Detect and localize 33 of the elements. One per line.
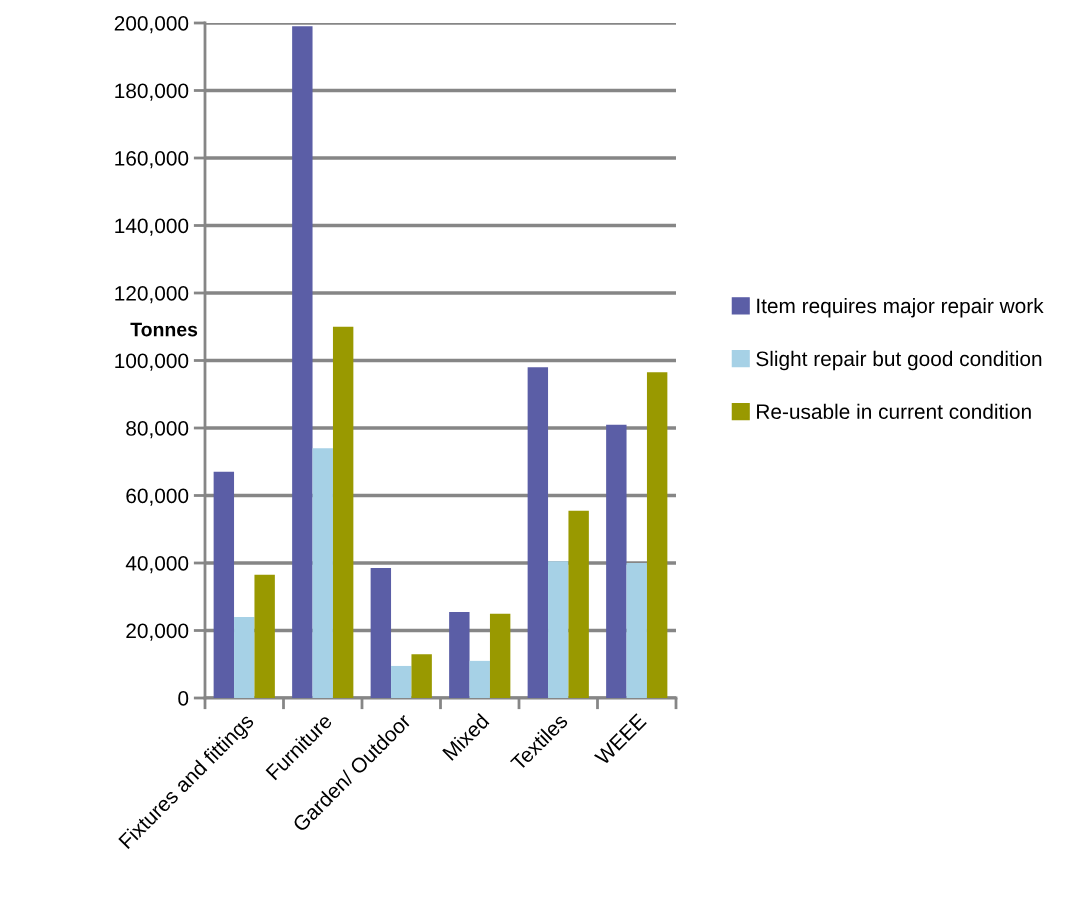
bar bbox=[411, 654, 432, 698]
legend-label: Slight repair but good condition bbox=[756, 350, 1042, 371]
y-tick-label: 160,000 bbox=[115, 151, 189, 169]
bar bbox=[548, 561, 569, 698]
bar bbox=[646, 372, 668, 698]
y-axis-title: Tonnes bbox=[130, 322, 198, 337]
y-tick-label: 120,000 bbox=[115, 286, 189, 304]
bar bbox=[626, 563, 647, 698]
y-tick-label: 180,000 bbox=[115, 83, 189, 101]
legend-label: Item requires major repair work bbox=[757, 297, 1044, 318]
bar bbox=[213, 471, 235, 698]
bar bbox=[606, 424, 627, 698]
bar bbox=[391, 665, 412, 698]
bar bbox=[292, 26, 313, 698]
y-tick-label: 200,000 bbox=[114, 16, 189, 34]
y-tick-label: 100,000 bbox=[115, 353, 189, 371]
y-tick-label: 40,000 bbox=[125, 556, 189, 574]
bar bbox=[332, 326, 354, 698]
y-tick-label: 80,000 bbox=[126, 421, 189, 439]
bar bbox=[254, 574, 275, 698]
bar bbox=[489, 613, 511, 698]
y-tick-label: 140,000 bbox=[115, 218, 189, 236]
bar bbox=[312, 448, 333, 698]
bar bbox=[527, 367, 549, 698]
legend-label: Re-usable in current condition bbox=[757, 403, 1031, 420]
bar bbox=[449, 611, 470, 698]
y-tick-label: 60,000 bbox=[126, 488, 189, 506]
bar bbox=[568, 510, 589, 698]
bar bbox=[370, 568, 392, 698]
y-tick-label: 20,000 bbox=[126, 623, 189, 641]
bar bbox=[469, 660, 490, 698]
y-tick-label: 0 bbox=[178, 691, 189, 706]
bar bbox=[234, 617, 255, 698]
